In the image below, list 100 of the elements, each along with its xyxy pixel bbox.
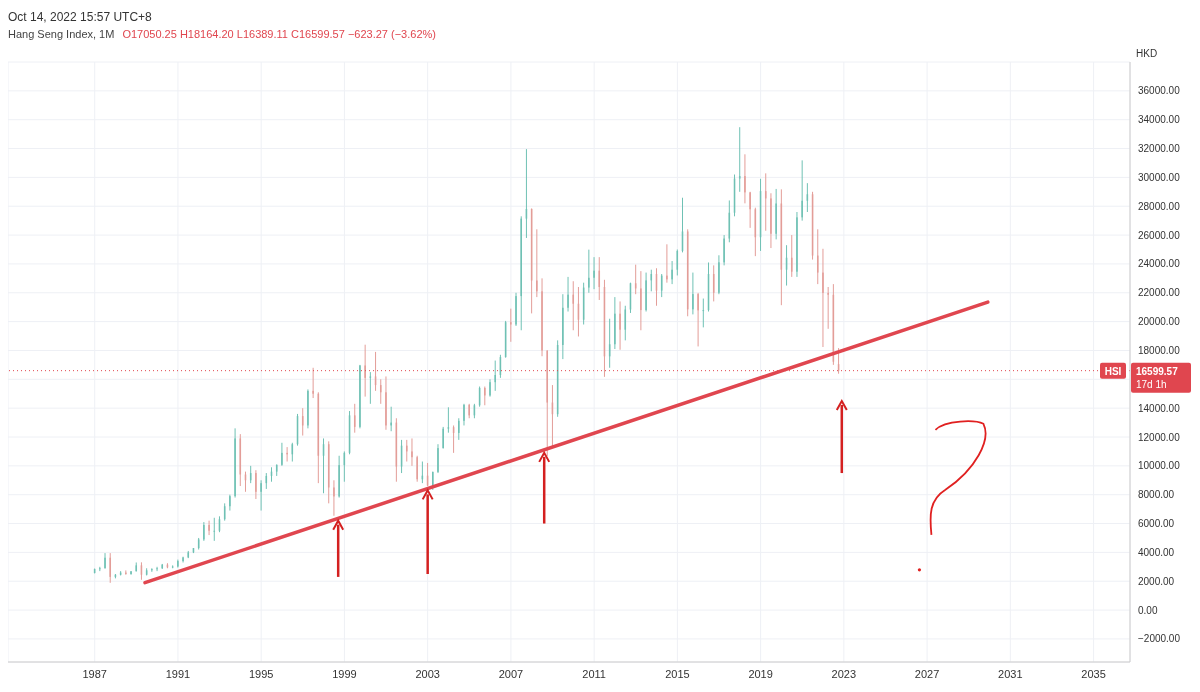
candlestick [379,378,382,405]
x-tick-label: 1999 [332,667,357,680]
candlestick [770,192,772,249]
candlestick [484,386,486,406]
candlestick [353,403,356,434]
candlestick [405,439,408,463]
y-tick-label: −2000.00 [1138,633,1181,645]
candlestick [177,559,179,569]
x-tick-label: 2011 [582,667,606,680]
y-tick-label: 12000.00 [1138,431,1181,443]
candlestick [796,211,798,278]
x-tick-label: 1991 [165,667,191,680]
x-tick-label: 2003 [415,667,440,680]
y-tick-label: 34000.00 [1138,114,1181,126]
candlestick [385,375,387,431]
candlestick [411,437,413,467]
text: 17d 1h [1136,378,1167,390]
candlestick [301,407,304,437]
x-tick-label: 2007 [498,667,524,680]
y-tick-label: 32000.00 [1138,143,1181,155]
ref-line-label: HSI [1104,365,1122,377]
candlestick [510,308,512,343]
candlestick [723,234,725,266]
candlestick [614,296,616,350]
candlestick [369,371,372,405]
candlestick [645,272,647,313]
y-tick-label: 36000.00 [1138,85,1181,97]
candlestick [213,517,216,542]
y-tick-label: 0.00 [1138,604,1158,616]
candlestick [666,243,668,284]
candlestick [99,566,101,572]
candlestick [588,249,590,294]
y-tick-label: 2000.00 [1138,575,1175,587]
candlestick [598,256,601,301]
y-tick-label: 22000.00 [1138,287,1181,299]
candlestick [572,280,575,331]
y-tick-label: 20000.00 [1138,316,1181,328]
candlestick [333,479,335,517]
candlestick [458,417,460,441]
candlestick [338,455,340,499]
candlestick [260,479,262,512]
candlestick [718,254,720,295]
candlestick [255,469,257,500]
candlestick [437,443,439,474]
candlestick [463,403,465,426]
candlestick [234,427,236,499]
candlestick [203,521,205,542]
candlestick [432,471,434,491]
candlestick [790,234,793,278]
x-tick-label: 1995 [248,667,274,680]
y-tick-label: 6000.00 [1138,518,1175,530]
candlestick [738,126,741,193]
candlestick [827,286,829,330]
candlestick [151,567,153,573]
candlestick [489,378,491,398]
candlestick [692,272,694,315]
y-tick-label: 4000.00 [1138,546,1175,558]
candlestick [822,248,824,348]
candlestick [359,364,361,429]
candlestick [775,188,777,240]
candlestick [104,552,106,570]
y-tick-label: 18000.00 [1138,345,1181,357]
candlestick [801,159,803,222]
y-tick-label: 10000.00 [1138,460,1181,472]
candlestick [312,367,314,399]
candlestick [468,403,470,419]
candlestick [697,292,699,347]
x-tick-label: 1987 [82,667,107,680]
x-tick-label: 2019 [748,667,773,680]
y-axis-title: HKD [1136,48,1158,59]
candlestick [494,360,496,392]
candlestick [536,228,538,298]
candlestick [447,406,450,434]
chart-title: Hang Seng Index, 1M [8,28,115,40]
y-tick-label: 28000.00 [1138,200,1181,212]
candlestick [520,215,522,331]
candlestick [546,349,549,457]
text: 16599.57 [1136,365,1179,377]
candlestick [364,344,366,398]
candlestick [816,228,819,285]
candlestick [619,300,621,351]
text: Oct 14, 2022 15:57 UTC+8 [8,9,153,26]
y-tick-label: 8000.00 [1138,489,1175,501]
candlestick [764,172,767,232]
candlestick [640,270,642,331]
candlestick [182,556,184,563]
candlestick [229,494,231,512]
candlestick [442,426,444,450]
candlestick [307,388,309,429]
y-tick-label: 24000.00 [1138,258,1181,270]
candlestick [749,191,751,229]
candlestick [593,256,595,290]
candlestick [135,561,138,572]
y-tick-label: 14000.00 [1138,402,1181,414]
chart-subtitle: O17050.25 H18164.20 L16389.11 C16599.57 −623.27 (−3.62%) [122,28,436,40]
y-tick-label: 26000.00 [1138,229,1181,241]
candlestick [130,570,132,576]
candlestick [515,292,517,327]
x-tick-label: 2023 [831,667,857,680]
candlestick [286,446,288,463]
